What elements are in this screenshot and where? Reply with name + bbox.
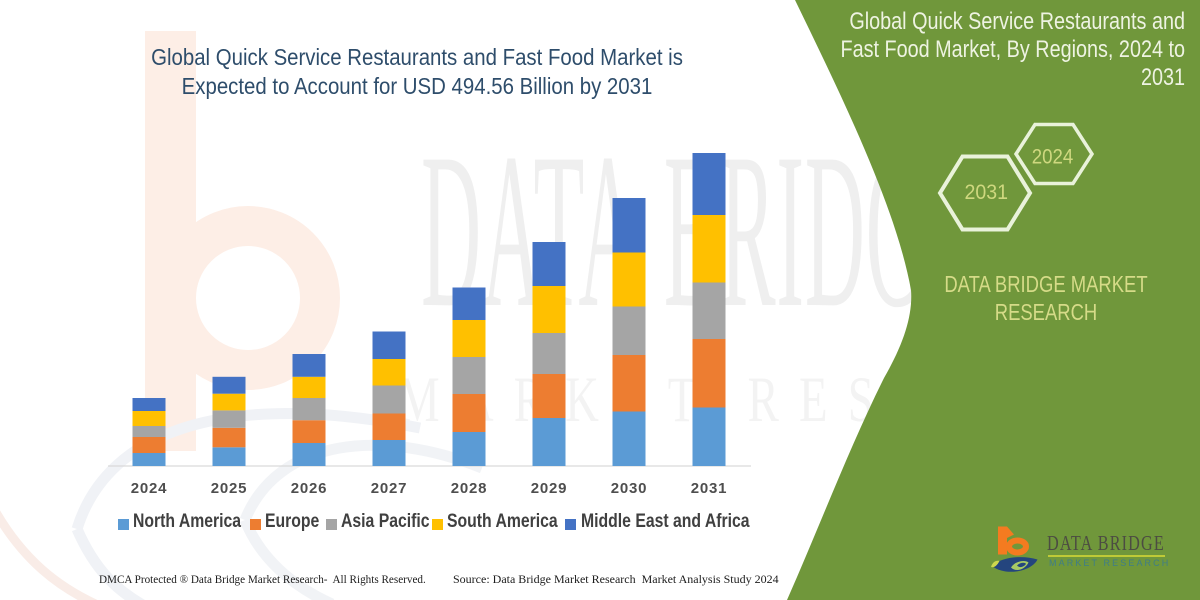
svg-text:2031: 2031 — [965, 181, 1009, 204]
svg-text:2024: 2024 — [1032, 146, 1074, 169]
